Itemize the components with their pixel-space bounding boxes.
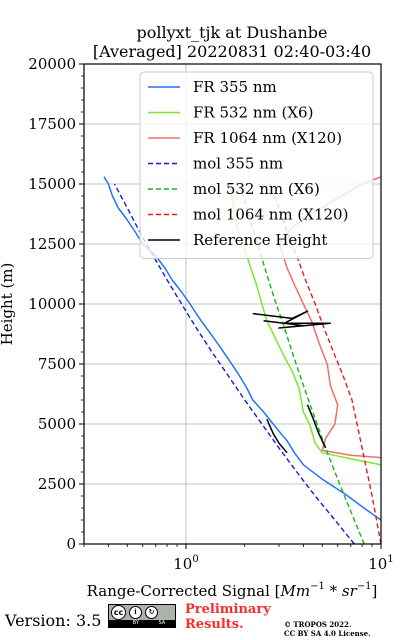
- y-tick-label: 2500: [38, 475, 76, 493]
- x-tick-label: 101: [368, 554, 393, 573]
- y-tick-label: 10000: [28, 295, 76, 313]
- preliminary-notice: Preliminary Results.: [185, 602, 271, 632]
- series-line-7: [266, 418, 288, 454]
- series-line-4: [239, 183, 365, 544]
- x-tick-label: 100: [173, 554, 198, 573]
- copyright-line-2: CC BY SA 4.0 License.: [284, 629, 371, 638]
- x-axis-label-text: Range-Corrected Signal [: [87, 582, 281, 600]
- legend-label: Reference Height: [193, 231, 327, 249]
- legend-label: FR 355 nm: [193, 78, 277, 96]
- y-axis-label: Height (m): [0, 263, 16, 346]
- attribution-icon: i: [129, 606, 142, 619]
- copyright-notice: © TROPOS 2022. CC BY SA 4.0 License.: [284, 620, 371, 638]
- share-alike-icon: ↻: [145, 606, 158, 619]
- copyright-line-1: © TROPOS 2022.: [284, 620, 352, 629]
- y-tick-label: 17500: [28, 115, 76, 133]
- y-tick-label: 20000: [28, 55, 76, 73]
- legend-label: FR 532 nm (X6): [193, 104, 313, 122]
- series-line-5: [269, 183, 381, 544]
- series-line-3: [113, 183, 355, 544]
- series-line-0: [103, 176, 381, 521]
- plot-frame: [83, 63, 382, 545]
- axes: 0 2500 5000 7500 10000 12500 15000 17500 20000 10…: [28, 55, 393, 573]
- legend-label: mol 355 nm: [193, 155, 283, 173]
- series-line-6: [306, 404, 327, 449]
- y-tick-label: 5000: [38, 415, 76, 433]
- legend-label: FR 1064 nm (X120): [193, 129, 342, 147]
- preliminary-line-2: Results.: [185, 617, 244, 632]
- cc-by-sa-badge: cc i ↻ BY SA: [108, 604, 176, 628]
- badge-sa: SA: [158, 620, 166, 626]
- series-line-8: [252, 310, 332, 329]
- legend-box: [139, 71, 374, 259]
- badge-by: BY: [132, 620, 139, 626]
- chart-title: pollyxt_tjk at Dushanbe: [136, 23, 327, 42]
- legend-label: mol 1064 nm (X120): [193, 206, 348, 224]
- y-tick-label: 12500: [28, 235, 76, 253]
- legend: FR 355 nm FR 532 nm (X6) FR 1064 nm (X120)…: [139, 71, 374, 259]
- y-tick-label: 15000: [28, 175, 76, 193]
- preliminary-line-1: Preliminary: [185, 602, 271, 617]
- version-label: Version: 3.5: [5, 611, 102, 630]
- chart-subtitle: [Averaged] 20220831 02:40-03:40: [93, 42, 371, 61]
- y-tick-label: 7500: [38, 355, 76, 373]
- cc-logo-icon: cc: [111, 605, 126, 620]
- x-axis-label: Range-Corrected Signal [Mm−1 * sr−1]: [87, 581, 378, 600]
- y-tick-label: 0: [66, 535, 76, 553]
- legend-label: mol 532 nm (X6): [193, 180, 320, 198]
